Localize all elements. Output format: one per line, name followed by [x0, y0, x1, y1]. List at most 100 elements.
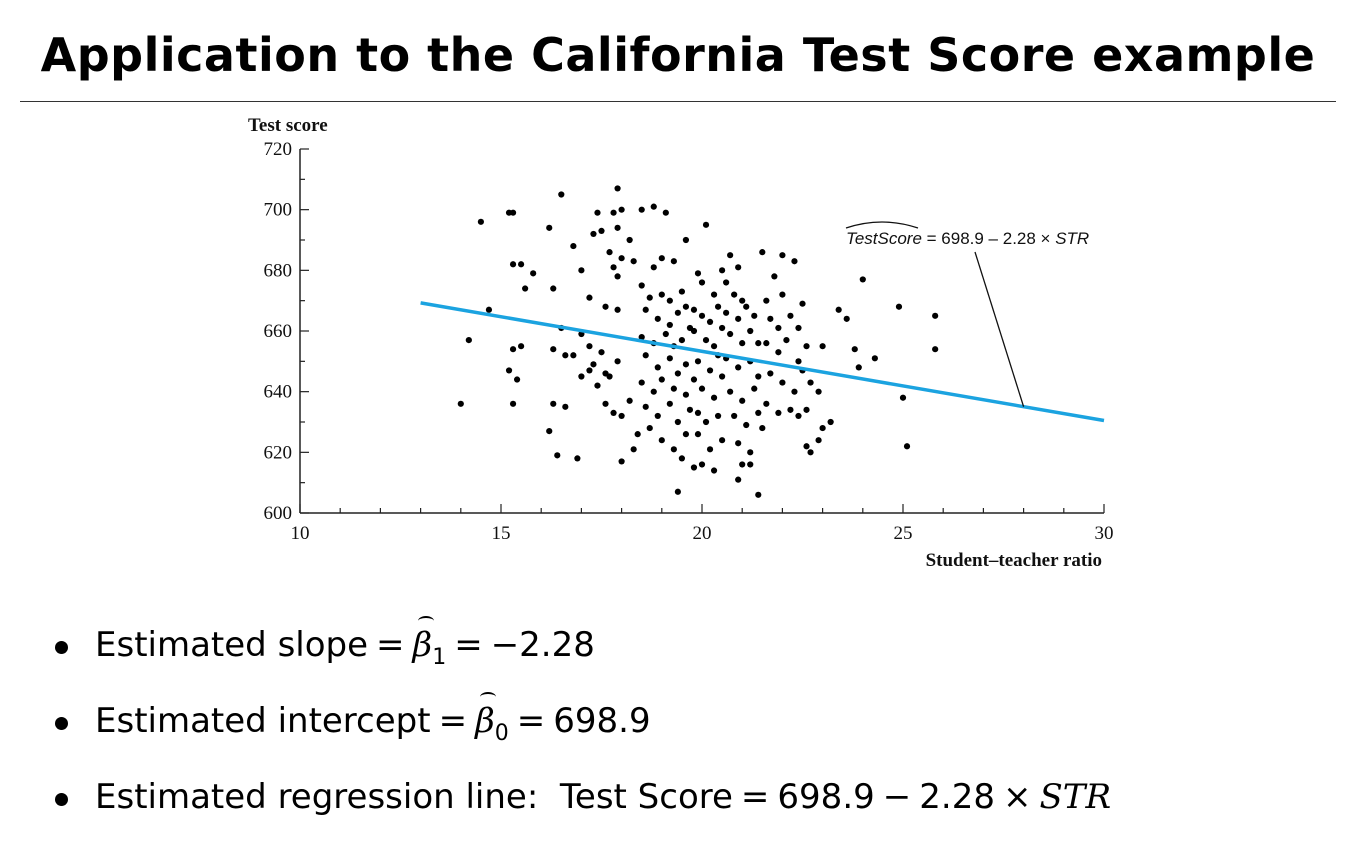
- data-point: [706, 318, 714, 325]
- x-axis-title: Student–teacher ratio: [926, 550, 1102, 571]
- data-point: [739, 297, 746, 304]
- data-point: [690, 306, 698, 313]
- x-tick-label: 15: [492, 523, 511, 544]
- data-point: [795, 412, 802, 420]
- data-point: [932, 312, 939, 319]
- data-point: [666, 355, 673, 362]
- data-point: [646, 294, 653, 301]
- data-point: [783, 337, 790, 344]
- data-point: [827, 418, 834, 426]
- data-point: [638, 206, 645, 213]
- data-point: [522, 285, 529, 292]
- data-point: [606, 373, 613, 380]
- data-point: [550, 400, 557, 407]
- data-point: [710, 467, 718, 474]
- slope-value: −2.28: [490, 625, 595, 665]
- data-point: [678, 337, 686, 344]
- data-point: [618, 255, 625, 262]
- equals-sign: =: [438, 701, 468, 741]
- data-point: [787, 406, 794, 413]
- x-tick-label: 10: [291, 523, 310, 544]
- chart-axes: 10 15 20 25 30 600 620 640 660 680 700 720 Test scor…: [248, 115, 1114, 571]
- data-point: [723, 279, 730, 286]
- data-point: [682, 361, 690, 368]
- data-point: [662, 209, 669, 216]
- data-point: [694, 409, 702, 416]
- data-point: [767, 315, 774, 322]
- equals-sign: =: [740, 777, 770, 817]
- data-point: [710, 394, 718, 401]
- data-point: [670, 385, 677, 392]
- bullet-dot: [55, 641, 68, 654]
- data-point: [803, 443, 810, 450]
- slide-title: Application to the California Test Score…: [40, 28, 1316, 82]
- data-point: [630, 258, 637, 265]
- equals-sign: =: [516, 701, 546, 741]
- data-point: [578, 373, 585, 380]
- data-point: [598, 349, 605, 356]
- data-point: [871, 355, 878, 362]
- data-point: [803, 406, 810, 413]
- data-point: [618, 412, 625, 420]
- data-point: [642, 352, 649, 359]
- data-point: [574, 455, 581, 462]
- data-point: [694, 431, 702, 438]
- data-point: [694, 358, 702, 365]
- data-point: [662, 330, 669, 338]
- data-point: [570, 352, 577, 359]
- data-point: [799, 300, 806, 307]
- data-point: [550, 346, 557, 353]
- data-point: [795, 358, 802, 365]
- data-point: [727, 388, 734, 395]
- data-point: [731, 291, 738, 298]
- data-point: [590, 230, 597, 238]
- data-point: [562, 403, 569, 410]
- x-tick-label: 30: [1095, 523, 1114, 544]
- data-point: [586, 294, 593, 301]
- data-point: [642, 403, 649, 410]
- data-point: [650, 264, 657, 271]
- data-points: [457, 185, 939, 498]
- x-tick-label: 25: [894, 523, 913, 544]
- data-point: [698, 461, 706, 468]
- title-divider: [20, 101, 1336, 102]
- data-point: [735, 264, 742, 271]
- data-point: [735, 315, 742, 322]
- data-point: [791, 258, 798, 265]
- data-point: [606, 249, 613, 256]
- data-point: [457, 400, 464, 407]
- data-point: [747, 461, 754, 468]
- data-point: [743, 303, 750, 310]
- data-point: [602, 303, 609, 310]
- data-point: [859, 276, 866, 283]
- data-point: [666, 400, 673, 407]
- data-point: [485, 306, 493, 313]
- data-point: [727, 330, 734, 338]
- data-point: [654, 412, 661, 420]
- data-point: [755, 340, 762, 347]
- data-point: [654, 315, 661, 322]
- beta-hat-symbol: β: [413, 616, 434, 670]
- data-point: [751, 385, 758, 392]
- data-point: [899, 394, 907, 401]
- y-tick-label: 720: [264, 139, 293, 160]
- data-point: [610, 209, 617, 216]
- data-point: [807, 379, 814, 386]
- data-point: [735, 440, 742, 447]
- data-point: [815, 437, 822, 444]
- data-point: [763, 297, 770, 304]
- data-point: [682, 236, 690, 244]
- regression-line-group: [420, 301, 1105, 423]
- data-point: [791, 388, 798, 395]
- annotation-hat: [845, 221, 919, 229]
- data-point: [702, 221, 710, 228]
- data-point: [735, 364, 742, 371]
- data-point: [932, 346, 939, 353]
- data-point: [763, 340, 770, 347]
- data-point: [851, 346, 858, 353]
- data-point: [743, 421, 750, 429]
- data-point: [775, 349, 782, 356]
- data-point: [554, 452, 561, 459]
- y-tick-label: 700: [264, 200, 293, 221]
- data-point: [642, 306, 649, 313]
